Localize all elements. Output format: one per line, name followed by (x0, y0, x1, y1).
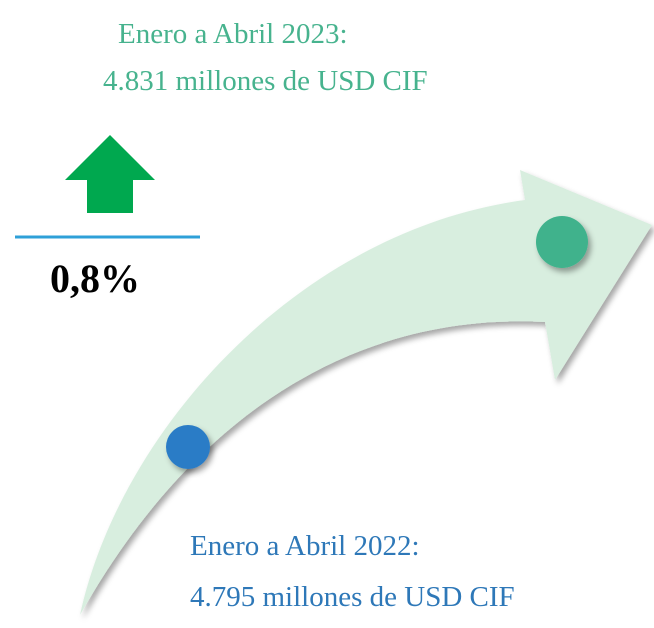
bottom-period: Enero a Abril 2022: (190, 530, 420, 562)
change-percent: 0,8% (50, 256, 140, 301)
bottom-value: 4.795 millones de USD CIF (190, 581, 515, 613)
up-arrow-icon (65, 135, 155, 213)
marker-2022 (166, 425, 210, 469)
top-value: 4.831 millones de USD CIF (103, 65, 428, 97)
growth-arrow (80, 170, 652, 615)
marker-2023 (536, 216, 588, 268)
top-period: Enero a Abril 2023: (118, 18, 348, 50)
